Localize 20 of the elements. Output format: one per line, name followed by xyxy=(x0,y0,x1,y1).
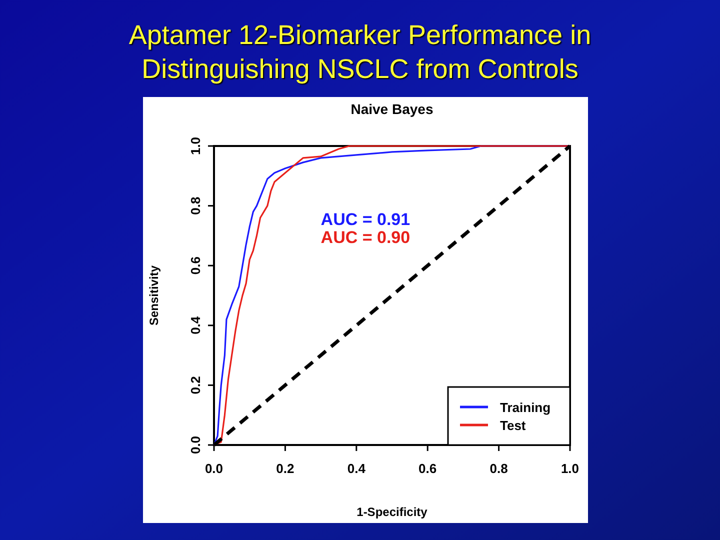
y-axis-title: Sensitivity xyxy=(147,265,161,326)
legend-label: Test xyxy=(500,418,526,433)
y-tick-label: 1.0 xyxy=(188,136,203,156)
chart-subtitle: Naive Bayes xyxy=(350,101,434,117)
y-tick-label: 0.8 xyxy=(188,196,203,215)
y-tick-label: 0.4 xyxy=(188,316,203,334)
legend-label: Training xyxy=(500,400,551,415)
y-tick-label: 0.2 xyxy=(188,376,203,394)
x-tick-label: 0.4 xyxy=(347,461,366,476)
y-tick-label: 0.0 xyxy=(188,436,203,454)
x-tick-label: 0.2 xyxy=(276,461,294,476)
annotation: AUC = 0.90 xyxy=(320,228,410,247)
annotation: AUC = 0.91 xyxy=(320,210,410,229)
x-tick-label: 0.6 xyxy=(418,461,437,476)
x-tick-label: 0.0 xyxy=(204,461,224,476)
x-tick-label: 0.8 xyxy=(490,461,508,476)
y-tick-label: 0.6 xyxy=(188,256,203,275)
x-axis-title: 1-Specificity xyxy=(356,505,428,519)
x-tick-label: 1.0 xyxy=(560,461,580,476)
chart-title: Aptamer 12-Biomarker Performance in Distinguishing NSCLC from Controls xyxy=(128,20,592,84)
